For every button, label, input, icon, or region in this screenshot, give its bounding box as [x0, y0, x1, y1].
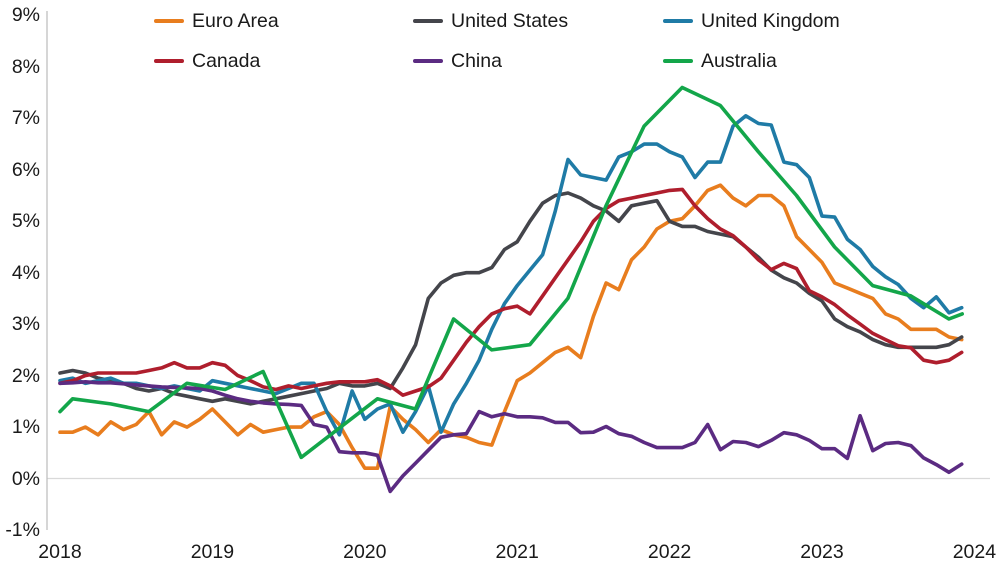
- series-line-united-states: [58, 191, 964, 406]
- legend-item-euro-area: Euro Area: [154, 9, 279, 33]
- legend-swatch-united-states: [413, 18, 443, 24]
- legend-swatch-canada: [154, 58, 184, 64]
- x-tick-label: 2024: [952, 541, 997, 563]
- y-tick-label: 7%: [11, 107, 40, 130]
- y-tick-label: 5%: [11, 210, 40, 233]
- legend-item-canada: Canada: [154, 49, 260, 73]
- x-tick-label: 2022: [647, 541, 692, 563]
- y-tick-label: 8%: [11, 55, 40, 78]
- x-tick-label: 2020: [343, 541, 387, 563]
- series-line-china: [58, 379, 964, 494]
- legend-label: Australia: [701, 50, 777, 72]
- y-tick-label: 0%: [11, 467, 40, 490]
- legend-swatch-euro-area: [154, 18, 184, 24]
- y-tick-label: 6%: [11, 158, 40, 181]
- x-tick-label: 2021: [495, 541, 539, 563]
- y-tick-label: 3%: [11, 313, 40, 336]
- legend-item-australia: Australia: [663, 49, 777, 73]
- legend-swatch-australia: [663, 58, 693, 64]
- legend-label: Canada: [192, 50, 261, 72]
- y-tick-label: 9%: [11, 4, 40, 27]
- legend-label: United States: [451, 10, 569, 32]
- y-tick-label: 4%: [11, 261, 40, 284]
- x-tick-label: 2023: [800, 541, 844, 563]
- legend: Euro Area United States United Kingdom Cana…: [0, 0, 1006, 80]
- series-line-united-kingdom: [58, 114, 964, 437]
- legend-label: China: [451, 50, 502, 72]
- y-tick-label: 2%: [11, 364, 40, 387]
- x-tick-label: 2018: [38, 541, 82, 563]
- legend-label: United Kingdom: [701, 10, 840, 32]
- series-line-australia: [58, 85, 965, 460]
- legend-swatch-united-kingdom: [663, 18, 693, 24]
- y-tick-label: -1%: [5, 518, 40, 541]
- legend-item-united-kingdom: United Kingdom: [663, 9, 840, 33]
- legend-swatch-china: [413, 58, 443, 64]
- legend-item-china: China: [413, 49, 502, 73]
- legend-label: Euro Area: [192, 10, 279, 32]
- series-line-euro-area: [58, 183, 964, 471]
- series-line-canada: [58, 187, 964, 398]
- x-tick-label: 2019: [190, 541, 235, 563]
- y-tick-label: 1%: [11, 416, 40, 439]
- legend-item-united-states: United States: [413, 9, 568, 33]
